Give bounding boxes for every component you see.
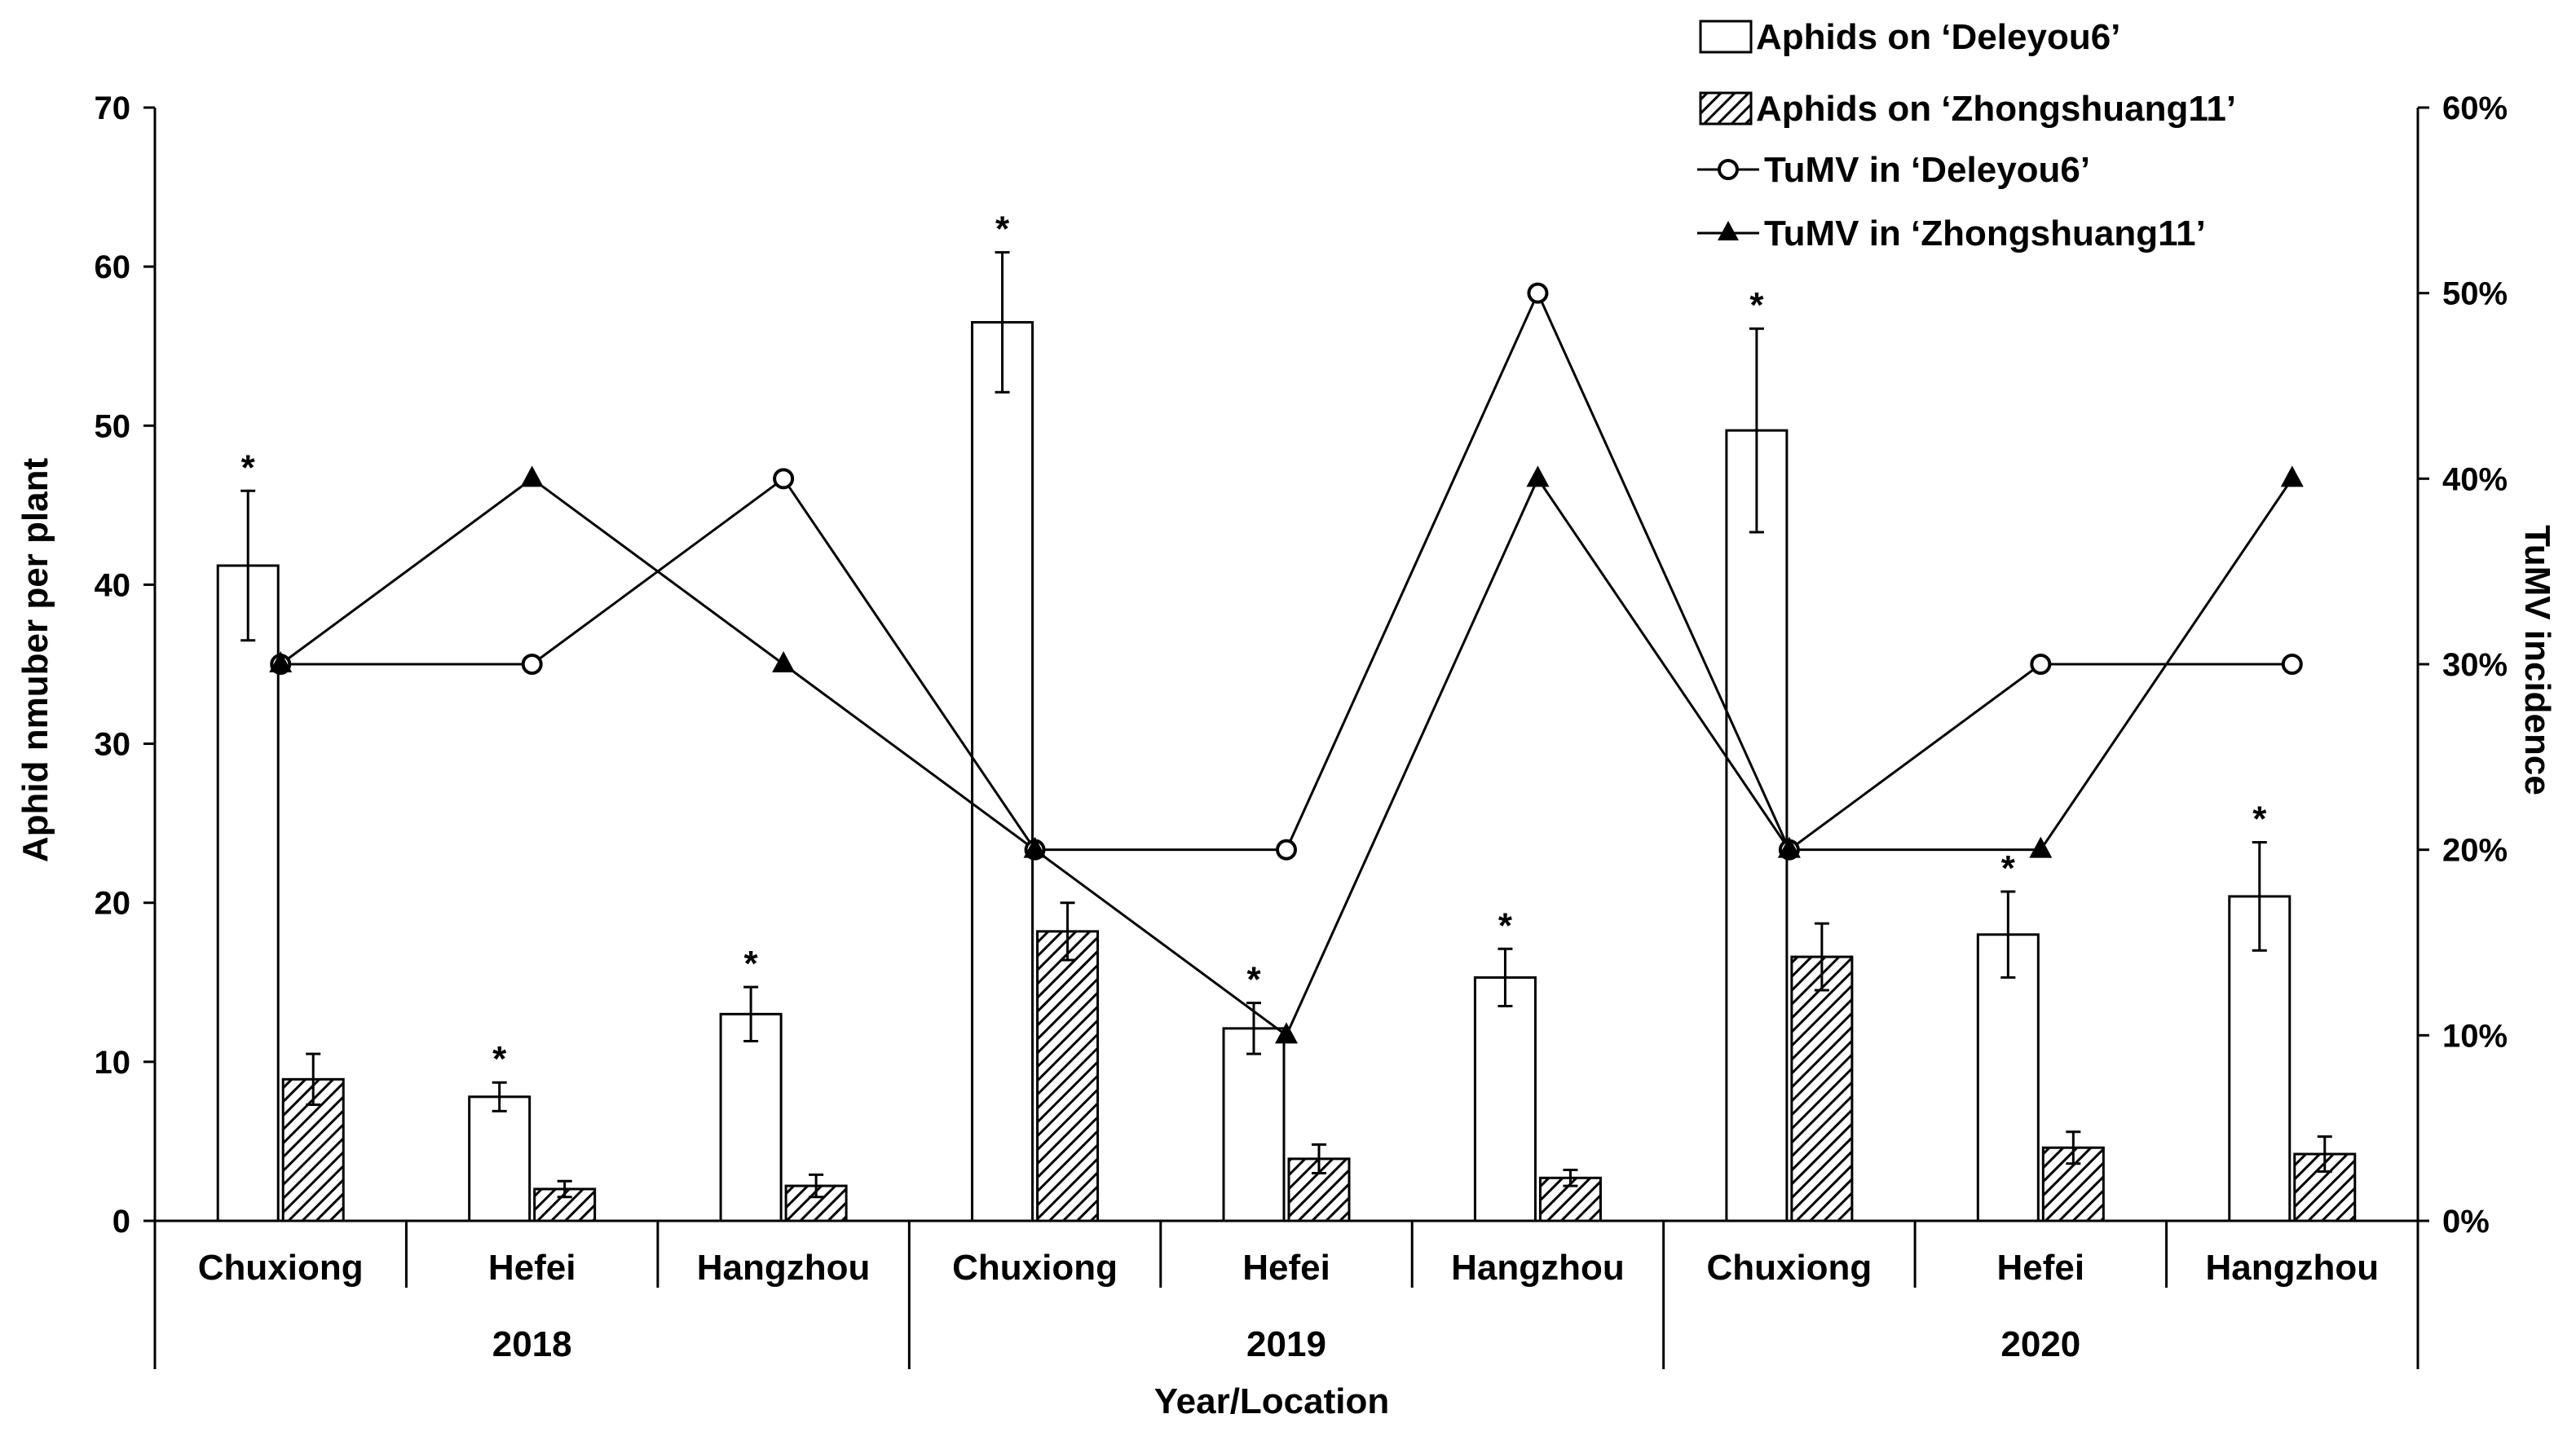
y-tick-label: 20 [95,886,131,922]
point-deleyou6-tumv [1276,839,1297,861]
significance-star: * [995,209,1010,249]
significance-star: * [492,1039,507,1079]
category-label: Hangzhou [2205,1248,2379,1288]
errorbar-zhongshuang11 [1312,1143,1326,1174]
legend-swatch-zhongshuang11-aphids [1699,91,1753,126]
bar-deleyou6-aphids [1473,976,1537,1222]
year-label: 2018 [492,1324,572,1364]
legend-label-zhongshuang11-aphids: Aphids on ‘Zhongshuang11’ [1756,89,2236,129]
y-tick-label: 30 [95,727,131,763]
category-label: Chuxiong [952,1248,1118,1288]
bar-zhongshuang11-aphids [1790,955,1854,1222]
errorbar-zhongshuang11 [306,1052,321,1107]
category-label: Chuxiong [1706,1248,1872,1288]
y2-axis-title: TuMV incidence [2517,525,2557,795]
y-axis-title: Aphid nmuber per plant [15,458,55,863]
point-deleyou6-tumv [521,654,543,675]
y2-tick-label: 10% [2442,1018,2508,1054]
errorbar-deleyou6 [1749,327,1764,534]
bar-deleyou6-aphids [719,1012,783,1222]
errorbar-zhongshuang11 [557,1179,572,1199]
legend-swatch-deleyou6-aphids [1699,20,1753,54]
point-zhongshuang11-tumv [1023,836,1047,858]
errorbar-deleyou6 [743,985,759,1042]
point-zhongshuang11-tumv [1777,836,1801,858]
year-label: 2019 [1246,1324,1326,1364]
bar-deleyou6-aphids [1725,429,1789,1222]
y-tick-label: 10 [95,1045,131,1081]
point-zhongshuang11-tumv [772,651,796,672]
bar-deleyou6-aphids [468,1095,532,1222]
point-zhongshuang11-tumv [1275,1022,1298,1044]
category-label: Hefei [488,1248,576,1288]
x-axis-title: Year/Location [1154,1381,1390,1421]
significance-star: * [744,944,759,984]
y2-tick-label: 40% [2442,461,2508,497]
error-bars [240,251,2332,1199]
y-tick-label: 70 [95,90,131,126]
legend: Aphids on ‘Deleyou6’ Aphids on ‘Zhongshu… [1697,17,2236,253]
errorbar-zhongshuang11 [1563,1169,1578,1187]
significance-star: * [1749,285,1764,325]
point-zhongshuang11-tumv [2280,465,2304,487]
category-label: Hangzhou [697,1248,871,1288]
significance-star: * [1498,905,1513,945]
bar-deleyou6-aphids [216,564,280,1222]
y-tick-label: 60 [95,249,131,285]
point-zhongshuang11-tumv [2029,836,2053,858]
bar-deleyou6-aphids [1222,1027,1286,1222]
y-tick-label: 0 [112,1204,130,1240]
errorbar-deleyou6 [995,251,1010,394]
significance-star: * [2001,848,2016,888]
significance-marks: * * * * * * * * * [241,209,2268,1080]
line-deleyou6-tumv [280,290,2292,852]
legend-label-deleyou6-tumv: TuMV in ‘Deleyou6’ [1764,150,2090,190]
errorbar-deleyou6 [492,1081,507,1112]
errorbar-deleyou6 [2000,890,2016,979]
y2-tick-label: 30% [2442,647,2508,683]
y2-tick-label: 20% [2442,833,2508,869]
significance-star: * [241,447,256,487]
bars [216,320,2357,1222]
errorbar-zhongshuang11 [2066,1130,2081,1165]
point-deleyou6-tumv [2281,654,2303,675]
category-label: Hefei [1242,1248,1330,1288]
significance-star: * [1246,960,1261,1000]
legend-label-zhongshuang11-tumv: TuMV in ‘Zhongshuang11’ [1764,214,2206,253]
y2-tick-label: 60% [2442,90,2508,126]
legend-marker-open-circle [1718,159,1739,180]
bar-deleyou6-aphids [1976,933,2040,1222]
category-labels: Chuxiong Hefei Hangzhou Chuxiong Hefei Hangzh… [153,1221,2419,1369]
point-zhongshuang11-tumv [520,465,544,487]
errorbar-zhongshuang11 [2317,1135,2332,1174]
point-zhongshuang11-tumv [269,651,293,672]
legend-marker-filled-triangle [1718,221,1739,240]
errorbar-zhongshuang11 [1060,901,1075,962]
y-tick-label: 40 [95,567,131,603]
errorbar-zhongshuang11 [1814,922,1829,992]
bar-zhongshuang11-aphids [1036,930,1100,1222]
point-zhongshuang11-tumv [1526,465,1550,487]
axes: 0 10 20 30 40 50 60 70 0% 10% 20% 30% 40% 50% 60% [95,90,2508,1240]
legend-label-deleyou6-aphids: Aphids on ‘Deleyou6’ [1756,17,2120,57]
y2-tick-label: 50% [2442,276,2508,312]
bar-zhongshuang11-aphids [1287,1157,1351,1222]
errorbar-deleyou6 [240,489,256,642]
lines [269,282,2304,1044]
y-tick-label: 50 [95,408,131,444]
significance-star: * [2252,799,2267,839]
point-deleyou6-tumv [1527,282,1549,304]
errorbar-deleyou6 [1498,947,1513,1008]
year-label: 2020 [2000,1324,2080,1364]
y2-tick-label: 0% [2442,1204,2490,1240]
errorbar-zhongshuang11 [809,1173,824,1199]
point-deleyou6-tumv [2030,654,2052,675]
category-label: Hangzhou [1451,1248,1625,1288]
point-deleyou6-tumv [773,468,795,490]
errorbar-deleyou6 [2252,841,2267,952]
category-label: Chuxiong [198,1248,364,1288]
category-label: Hefei [1997,1248,2085,1288]
